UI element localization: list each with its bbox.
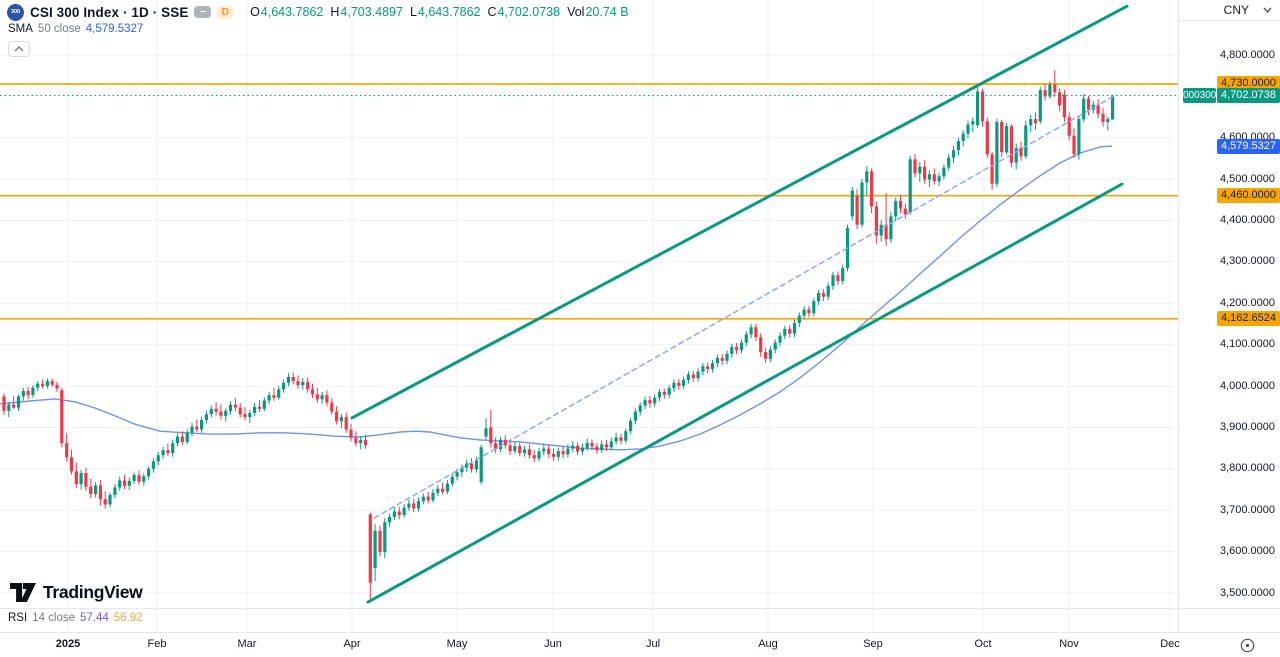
time-tick-label: Mar [237, 638, 257, 650]
price-tick-label: 3,900.0000 [1219, 420, 1275, 433]
sma-price-label: 4,579.5327 [1217, 138, 1280, 154]
sma-value: 4,579.5327 [85, 23, 144, 35]
price-tick-label: 3,700.0000 [1219, 503, 1275, 516]
symbol-title[interactable]: CSI 300 Index · 1D · SSE [30, 4, 189, 20]
interval-badge[interactable]: D [217, 5, 234, 19]
price-tick-label: 4,300.0000 [1219, 255, 1275, 268]
tradingview-logo-text: TradingView [43, 582, 143, 602]
ohlc-value: 20.74 B [585, 5, 629, 19]
price-tick-label: 4,000.0000 [1219, 379, 1275, 392]
price-tick-label: 4,800.0000 [1219, 48, 1275, 61]
time-tick-label: Jul [645, 638, 661, 650]
legend-collapse-button[interactable] [8, 41, 30, 57]
time-tick-label: Dec [1160, 638, 1180, 650]
ohlc-label: Vol [567, 5, 585, 19]
chevron-up-icon [14, 46, 24, 52]
symbol-code-label: 000300 [1183, 88, 1217, 104]
minus-badge[interactable]: – [194, 6, 212, 18]
price-tick-label: 4,100.0000 [1219, 338, 1275, 351]
sma-indicator-legend: SMA 50 close 4,579.5327 [8, 23, 143, 35]
symbol-logo-icon[interactable]: 300 [7, 3, 24, 21]
price-tick-label: 4,200.0000 [1219, 296, 1275, 309]
rsi-ma-value: 56.92 [113, 612, 143, 624]
candlestick-chart[interactable] [0, 0, 1178, 632]
sma-params: 50 close [37, 23, 81, 35]
currency-label: CNY [1223, 3, 1249, 17]
alert-line-price-label: 4,162.6524 [1217, 311, 1280, 327]
price-tick-label: 3,500.0000 [1219, 586, 1275, 599]
ohlc-label: O [250, 5, 260, 19]
currency-selector[interactable]: CNY [1179, 0, 1280, 21]
rsi-name: RSI [8, 612, 28, 624]
time-tick-label: Jun [544, 638, 562, 650]
rsi-params: 14 close [32, 612, 76, 624]
chevron-down-icon [1263, 7, 1272, 13]
ohlc-value: 4,702.0738 [497, 5, 561, 19]
current-price-label: 4,702.0738 [1217, 88, 1280, 104]
time-tick-label: Feb [147, 638, 167, 650]
rsi-value: 57.44 [80, 612, 109, 624]
ohlc-label: L [409, 5, 417, 19]
price-axis[interactable]: CNY 4,800.0000 4,600.0000 4,500.0000 4,400.… [1178, 0, 1280, 632]
sma-name: SMA [8, 23, 33, 35]
price-tick-label: 3,600.0000 [1219, 545, 1275, 558]
tradingview-mark-icon [10, 583, 36, 602]
price-tick-label: 3,800.0000 [1219, 462, 1275, 475]
time-tick-label: Aug [758, 638, 778, 650]
ohlc-values: O 4,643.7862 H 4,703.4897 L 4,643.7862 C 4,702.… [243, 5, 628, 19]
time-tick-label: Apr [343, 638, 361, 650]
time-tick-label: May [446, 638, 468, 650]
price-tick-label: 4,500.0000 [1219, 172, 1275, 185]
time-tick-label: 2025 [55, 638, 81, 650]
ohlc-value: 4,643.7862 [260, 5, 324, 19]
price-tick-label: 4,400.0000 [1219, 214, 1275, 227]
ohlc-label: C [487, 5, 497, 19]
alert-line-price-label: 4,460.0000 [1217, 188, 1280, 204]
rsi-indicator-legend: RSI 14 close 57.44 56.92 [8, 612, 143, 624]
time-tick-label: Nov [1059, 638, 1079, 650]
ohlc-value: 4,703.4897 [340, 5, 403, 19]
time-tick-label: Sep [863, 638, 883, 650]
symbol-header: 300 CSI 300 Index · 1D · SSE – D O 4,643.… [7, 3, 629, 21]
time-tick-label: Oct [974, 638, 992, 650]
tradingview-logo[interactable]: TradingView [10, 582, 143, 603]
scroll-to-realtime-icon[interactable] [1239, 637, 1256, 654]
pane-divider[interactable] [0, 608, 1280, 609]
ohlc-label: H [330, 5, 340, 19]
time-axis[interactable]: 2025 Feb Mar Apr May Jun Jul Aug Sep Oct Nov Dec [0, 632, 1280, 657]
ohlc-value: 4,643.7862 [417, 5, 481, 19]
alert-line-price-label: 4,730.0000 [1217, 76, 1280, 92]
